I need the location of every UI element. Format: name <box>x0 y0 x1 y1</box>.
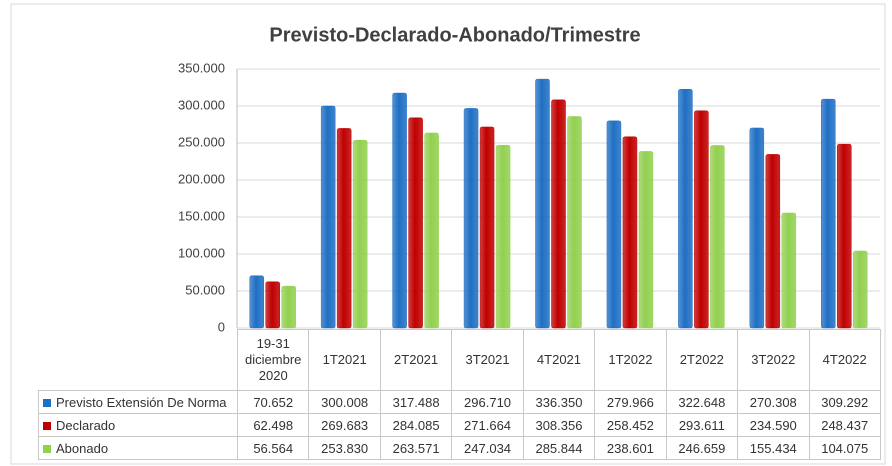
data-label: 253.830 <box>308 436 381 460</box>
bar <box>678 88 693 329</box>
data-label: 300.008 <box>308 390 381 414</box>
data-label: 271.664 <box>451 413 524 437</box>
bar <box>551 99 566 329</box>
table-row: Previsto Extensión De Norma 70.652 300.008… <box>38 390 881 414</box>
bar <box>622 136 638 329</box>
x-tick-label: 2T2022 <box>665 329 739 391</box>
legend-label: Declarado <box>56 417 116 433</box>
legend-item: Abonado <box>38 436 238 460</box>
legend-key <box>43 444 51 453</box>
x-tick-label: 1T2021 <box>308 329 381 391</box>
table-row: Declarado 62.498 269.683 284.085 271.664 308.… <box>38 413 881 437</box>
y-tick-label: 50.000 <box>185 282 225 297</box>
data-label: 56.564 <box>236 436 310 460</box>
y-tick-label: 300.000 <box>178 97 225 112</box>
legend-item: Previsto Extensión De Norma <box>38 390 238 414</box>
bar <box>495 144 511 329</box>
legend-label: Previsto Extensión De Norma <box>56 394 227 410</box>
y-tick-label: 250.000 <box>178 134 225 149</box>
data-table: 19-31 diciembre 2020 1T2021 2T2021 3T2021 4T… <box>38 329 881 460</box>
bar <box>781 212 797 329</box>
chart-border <box>10 3 886 465</box>
legend-label: Abonado <box>56 440 109 456</box>
bar <box>837 143 852 329</box>
bar <box>765 154 781 329</box>
data-label: 284.085 <box>379 413 453 437</box>
legend-key <box>43 398 51 407</box>
y-tick-label: 350.000 <box>178 60 225 75</box>
bar <box>694 110 709 329</box>
bar <box>265 281 280 329</box>
bar <box>606 120 622 329</box>
bar <box>392 92 407 329</box>
data-label: 336.350 <box>522 390 596 414</box>
table-header-row: 19-31 diciembre 2020 1T2021 2T2021 3T2021 4T… <box>39 329 881 391</box>
bar <box>567 116 582 329</box>
data-label: 269.683 <box>308 413 381 437</box>
legend-item: Declarado <box>38 413 238 437</box>
y-tick-label: 150.000 <box>178 208 225 223</box>
bar <box>638 151 654 329</box>
data-label: 308.356 <box>522 413 596 437</box>
bar <box>853 250 868 329</box>
x-tick-label: 4T2022 <box>808 329 881 391</box>
x-tick-label: 19-31 diciembre 2020 <box>236 329 310 391</box>
y-tick-label: 0 <box>218 319 225 334</box>
x-tick-label: 4T2021 <box>522 329 596 391</box>
data-label: 296.710 <box>451 390 524 414</box>
data-label: 322.648 <box>665 390 739 414</box>
data-label: 317.488 <box>379 390 453 414</box>
data-label: 246.659 <box>665 436 739 460</box>
data-label: 248.437 <box>808 413 881 437</box>
y-tick-label: 100.000 <box>178 245 225 260</box>
chart-title: Previsto-Declarado-Abonado/Trimestre <box>269 24 640 46</box>
data-label: 238.601 <box>594 436 667 460</box>
y-tick-label: 200.000 <box>178 171 225 186</box>
bar <box>424 132 439 329</box>
bar <box>821 98 836 329</box>
bar <box>408 117 423 329</box>
data-label: 285.844 <box>522 436 596 460</box>
data-label: 62.498 <box>236 413 310 437</box>
bar <box>463 108 479 329</box>
x-tick-label: 1T2022 <box>594 329 667 391</box>
bar <box>336 128 352 329</box>
data-label: 104.075 <box>808 436 881 460</box>
data-label: 270.308 <box>737 390 810 414</box>
x-tick-label: 3T2021 <box>451 329 524 391</box>
bar <box>249 275 264 329</box>
data-label: 263.571 <box>379 436 453 460</box>
bar <box>352 139 368 329</box>
x-tick-label: 3T2022 <box>737 329 810 391</box>
bar <box>320 105 336 329</box>
x-tick-label: 2T2021 <box>379 329 453 391</box>
data-label: 155.434 <box>737 436 810 460</box>
data-label: 279.966 <box>594 390 667 414</box>
legend-key <box>43 421 51 430</box>
bar <box>281 285 296 329</box>
bar <box>535 78 550 329</box>
data-label: 309.292 <box>808 390 881 414</box>
bar <box>710 145 725 329</box>
bar <box>749 127 765 329</box>
table-row: Abonado 56.564 253.830 263.571 247.034 285.84… <box>38 436 881 460</box>
data-label: 247.034 <box>451 436 524 460</box>
data-label: 234.590 <box>737 413 810 437</box>
data-label: 258.452 <box>594 413 667 437</box>
data-label: 293.611 <box>665 413 739 437</box>
bar <box>479 126 495 329</box>
data-label: 70.652 <box>236 390 310 414</box>
